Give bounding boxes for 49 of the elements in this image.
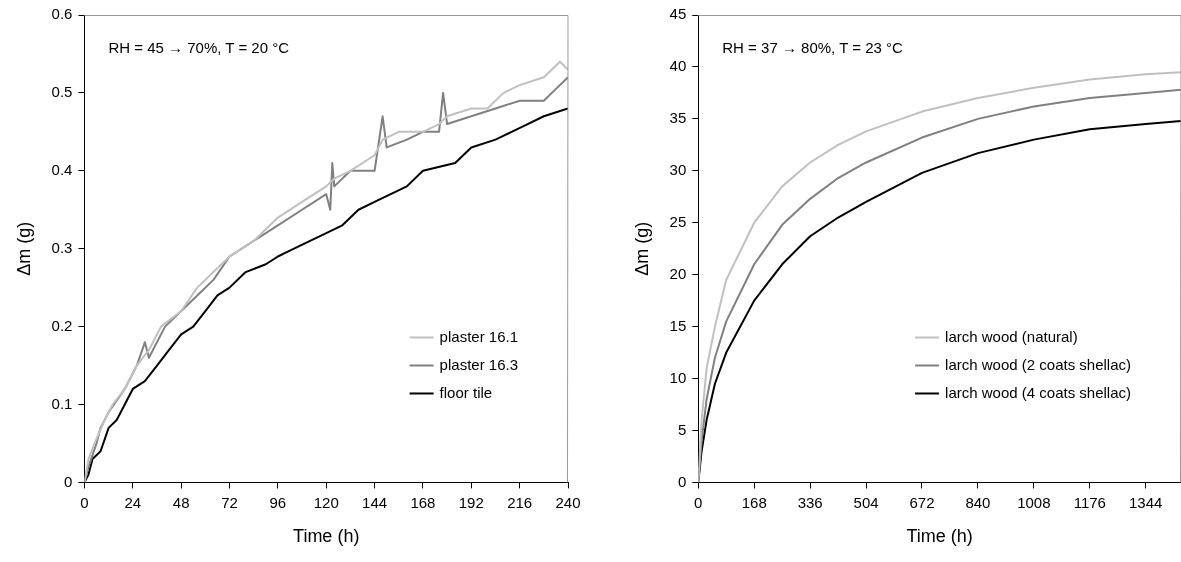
y-axis-title: Δm (g) xyxy=(631,221,652,276)
y-tick-label: 30 xyxy=(669,160,687,178)
x-tick-label: 0 xyxy=(694,493,703,511)
x-tick-label: 192 xyxy=(458,493,484,511)
x-axis-title: Time (h) xyxy=(293,526,360,547)
legend-label: plaster 16.3 xyxy=(439,355,519,373)
x-tick-label: 144 xyxy=(362,493,388,511)
y-tick-label: 0.2 xyxy=(51,316,73,334)
x-tick-label: 168 xyxy=(410,493,436,511)
x-tick-label: 72 xyxy=(221,493,238,511)
x-tick-label: 24 xyxy=(124,493,142,511)
x-tick-label: 240 xyxy=(555,493,581,511)
x-tick-label: 168 xyxy=(741,493,767,511)
x-axis-title: Time (h) xyxy=(906,526,973,547)
x-tick-label: 1176 xyxy=(1073,493,1106,511)
x-tick-label: 1008 xyxy=(1017,493,1051,511)
y-tick-label: 40 xyxy=(669,57,687,75)
y-tick-label: 0.3 xyxy=(51,238,73,256)
legend-label: floor tile xyxy=(439,383,493,401)
y-axis-title: Δm (g) xyxy=(13,221,34,276)
x-tick-label: 504 xyxy=(853,493,879,511)
y-tick-label: 20 xyxy=(669,264,687,282)
y-tick-label: 0 xyxy=(677,472,687,490)
y-tick-label: 0.5 xyxy=(51,83,73,101)
x-tick-label: 0 xyxy=(80,493,89,511)
y-tick-label: 15 xyxy=(669,316,687,334)
x-tick-label: 48 xyxy=(172,493,190,511)
y-tick-label: 5 xyxy=(677,420,687,438)
y-tick-label: 0.1 xyxy=(51,394,73,412)
legend-label: plaster 16.1 xyxy=(439,327,519,345)
x-tick-label: 1344 xyxy=(1129,493,1163,511)
x-tick-label: 672 xyxy=(909,493,935,511)
annotation: RH = 45 → 70%, T = 20 °C xyxy=(108,39,290,57)
y-tick-label: 0.6 xyxy=(51,5,73,23)
x-tick-label: 120 xyxy=(313,493,339,511)
x-tick-label: 336 xyxy=(797,493,823,511)
x-tick-label: 216 xyxy=(507,493,533,511)
y-tick-label: 45 xyxy=(669,5,687,23)
legend-label: larch wood (natural) xyxy=(945,327,1078,345)
x-tick-label: 840 xyxy=(965,493,991,511)
y-tick-label: 25 xyxy=(669,212,687,230)
y-tick-label: 0.4 xyxy=(51,160,73,178)
y-tick-label: 35 xyxy=(669,109,687,127)
x-tick-label: 96 xyxy=(269,493,287,511)
legend-label: larch wood (4 coats shellac) xyxy=(945,383,1131,401)
legend-label: larch wood (2 coats shellac) xyxy=(945,355,1131,373)
annotation: RH = 37 → 80%, T = 23 °C xyxy=(722,39,903,57)
y-tick-label: 0 xyxy=(64,472,73,490)
y-tick-label: 10 xyxy=(669,368,687,386)
